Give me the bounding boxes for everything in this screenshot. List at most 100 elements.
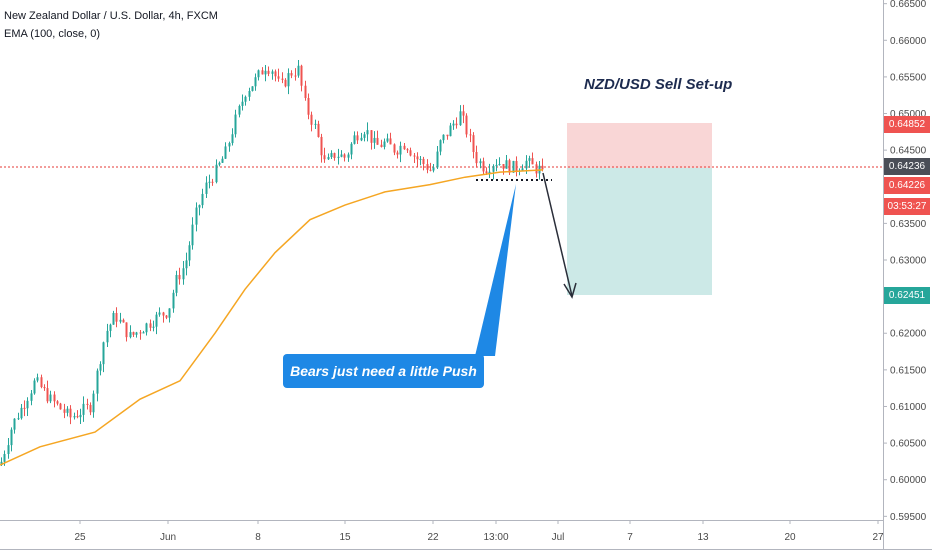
bull-candle [353, 135, 356, 144]
bear-candle [393, 144, 396, 153]
time-tick-label: 27 [872, 532, 884, 543]
bear-candle [323, 155, 326, 160]
bull-candle [432, 167, 435, 171]
price-tick-label: 0.66000 [890, 36, 927, 47]
bear-candle [53, 394, 56, 402]
bear-candle [515, 160, 518, 172]
bear-candle [304, 85, 307, 99]
bear-candle [475, 152, 478, 164]
bull-candle [528, 158, 531, 161]
price-tick-label: 0.63500 [890, 219, 927, 230]
indicator-label[interactable]: EMA (100, close, 0) [4, 28, 100, 40]
projection-arrow-head [563, 282, 577, 299]
bull-candle [26, 400, 29, 409]
bull-candle [241, 101, 244, 106]
price-tick-label: 0.65000 [890, 109, 927, 120]
bull-candle [221, 158, 224, 163]
bear-candle [356, 135, 359, 141]
bull-candle [459, 111, 462, 126]
time-tick-label: Jul [552, 532, 565, 543]
bear-candle [406, 149, 409, 151]
bear-candle [56, 401, 59, 404]
bull-candle [0, 461, 3, 466]
bear-candle [300, 65, 303, 86]
bull-candle [488, 171, 491, 174]
bull-candle [419, 158, 422, 160]
bull-candle [498, 164, 501, 166]
bear-candle [502, 164, 505, 169]
price-tick-label: 0.64500 [890, 146, 927, 157]
bear-candle [132, 332, 135, 335]
bear-candle [317, 123, 320, 137]
bull-candle [195, 207, 198, 225]
time-tick-label: 25 [74, 532, 86, 543]
bear-candle [294, 75, 297, 77]
bear-candle [333, 153, 336, 158]
bear-candle [76, 416, 79, 418]
bull-candle [479, 161, 482, 164]
bull-candle [7, 445, 10, 455]
bull-candle [373, 137, 376, 143]
bear-candle [43, 387, 46, 389]
bear-candle [139, 332, 142, 334]
price-tick-label: 0.60000 [890, 475, 927, 486]
bear-candle [376, 137, 379, 145]
time-axis[interactable]: 25 Jun 8 15 22 13:00 Jul 7 13 20 27 [74, 520, 884, 543]
bull-candle [172, 292, 175, 309]
bull-candle [182, 268, 185, 280]
bull-candle [66, 408, 69, 413]
price-tick-label: 0.59500 [890, 512, 927, 523]
bull-candle [205, 182, 208, 194]
bear-candle [429, 169, 432, 171]
price-tick-label: 0.66500 [890, 0, 927, 10]
bull-candle [119, 319, 122, 322]
bear-candle [63, 409, 66, 413]
setup-title-text[interactable]: NZD/USD Sell Set-up [584, 76, 733, 93]
callout-label[interactable]: Bears just need a little Push [283, 354, 484, 388]
bear-candle [485, 171, 488, 174]
bear-candle [281, 78, 284, 80]
bull-candle [152, 326, 155, 328]
bear-candle [416, 156, 419, 160]
bull-candle [99, 364, 102, 371]
bear-candle [465, 115, 468, 135]
bear-candle [284, 79, 287, 87]
bear-candle [535, 164, 538, 174]
bull-candle [82, 403, 85, 415]
bull-candle [347, 154, 350, 158]
bear-candle [389, 138, 392, 145]
price-tick-label: 0.60500 [890, 439, 927, 450]
callout-pointer [475, 184, 516, 356]
bull-candle [327, 157, 330, 160]
ema-line [0, 169, 544, 466]
stop-loss-zone[interactable] [567, 123, 712, 168]
bear-candle [290, 73, 293, 76]
bear-candle [178, 274, 181, 280]
target-zone[interactable] [567, 168, 712, 295]
price-axis[interactable]: 0.665000.660000.655000.650000.645000.640… [883, 0, 927, 523]
bear-candle [46, 388, 49, 402]
bull-candle [521, 168, 524, 171]
bear-candle [122, 319, 125, 323]
entry-price-badge: 0.64226 [884, 177, 930, 194]
bear-candle [482, 161, 485, 172]
bull-candle [92, 393, 95, 413]
bull-candle [244, 96, 247, 102]
bull-candle [36, 377, 39, 381]
bull-candle [512, 160, 515, 173]
bull-candle [30, 393, 33, 401]
bull-candle [360, 137, 363, 141]
bull-candle [106, 330, 109, 343]
bear-candle [23, 407, 26, 409]
bull-candle [254, 77, 257, 87]
bull-candle [383, 141, 386, 147]
bear-candle [59, 403, 62, 410]
bear-candle [455, 123, 458, 126]
bull-candle [452, 123, 455, 126]
bull-candle [330, 153, 333, 158]
bear-candle [267, 70, 270, 74]
bull-candle [386, 138, 389, 142]
bull-candle [442, 134, 445, 141]
